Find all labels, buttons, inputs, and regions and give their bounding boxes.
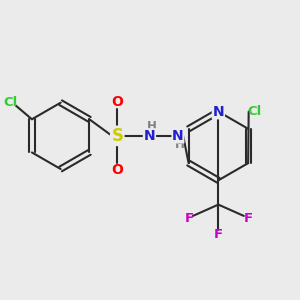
Text: S: S	[111, 127, 123, 145]
Text: N: N	[172, 129, 184, 143]
Text: O: O	[111, 95, 123, 109]
Text: F: F	[184, 212, 194, 225]
Text: F: F	[214, 228, 223, 242]
Text: H: H	[147, 120, 157, 134]
Text: O: O	[111, 163, 123, 177]
Text: Cl: Cl	[4, 96, 18, 109]
Text: N: N	[212, 105, 224, 118]
Text: N: N	[144, 129, 155, 143]
Text: H: H	[175, 138, 185, 151]
Text: F: F	[243, 212, 252, 225]
Text: Cl: Cl	[248, 105, 262, 118]
